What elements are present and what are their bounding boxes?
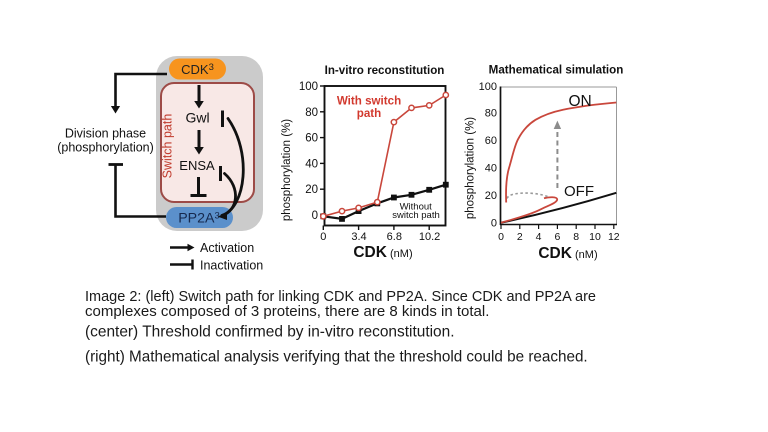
svg-text:path: path xyxy=(357,107,381,120)
svg-text:phosphorylation (%): phosphorylation (%) xyxy=(281,119,293,221)
svg-text:2: 2 xyxy=(517,231,523,243)
svg-text:0: 0 xyxy=(498,231,504,243)
svg-text:CDK (nM): CDK (nM) xyxy=(353,244,412,261)
svg-text:CDK (nM): CDK (nM) xyxy=(538,245,597,262)
svg-text:0: 0 xyxy=(491,218,497,230)
svg-text:Division phase: Division phase xyxy=(65,127,146,141)
svg-text:phosphorylation (%): phosphorylation (%) xyxy=(465,117,477,219)
svg-text:Switch path: Switch path xyxy=(161,114,175,179)
svg-text:3.4: 3.4 xyxy=(351,231,366,243)
svg-text:60: 60 xyxy=(485,135,497,147)
svg-text:100: 100 xyxy=(299,81,318,93)
svg-text:In-vitro reconstitution: In-vitro reconstitution xyxy=(325,64,445,77)
svg-text:complexes composed of 3 protei: complexes composed of 3 proteins, there … xyxy=(85,303,489,320)
svg-text:10: 10 xyxy=(589,231,601,243)
svg-text:CDK3: CDK3 xyxy=(181,62,214,77)
svg-text:With switch: With switch xyxy=(337,95,401,108)
svg-text:10.2: 10.2 xyxy=(419,231,440,243)
svg-text:Inactivation: Inactivation xyxy=(200,259,263,273)
svg-text:6: 6 xyxy=(554,231,560,243)
svg-text:Mathematical simulation: Mathematical simulation xyxy=(489,64,624,77)
svg-text:(phosphorylation): (phosphorylation) xyxy=(57,141,154,155)
svg-text:PP2A3: PP2A3 xyxy=(178,211,220,227)
svg-text:switch path: switch path xyxy=(392,210,440,221)
svg-text:Activation: Activation xyxy=(200,241,254,255)
svg-text:40: 40 xyxy=(305,158,318,170)
svg-text:Without: Without xyxy=(400,202,433,213)
svg-text:4: 4 xyxy=(536,231,542,243)
svg-text:0: 0 xyxy=(312,210,318,222)
svg-text:Image 2: (left) Switch path fo: Image 2: (left) Switch path for linking … xyxy=(85,289,596,305)
svg-text:0: 0 xyxy=(320,231,326,243)
svg-text:100: 100 xyxy=(479,81,497,93)
svg-text:8: 8 xyxy=(573,231,579,243)
svg-text:20: 20 xyxy=(305,184,318,196)
svg-text:ENSA: ENSA xyxy=(179,158,215,173)
svg-text:(right) Mathematical analysis: (right) Mathematical analysis verifying … xyxy=(85,349,588,366)
svg-text:20: 20 xyxy=(485,190,497,202)
svg-text:6.8: 6.8 xyxy=(387,231,402,243)
svg-text:80: 80 xyxy=(305,107,318,119)
svg-text:40: 40 xyxy=(485,162,497,174)
svg-text:60: 60 xyxy=(305,133,318,145)
svg-text:(center) Threshold confirmed b: (center) Threshold confirmed by in-vitro… xyxy=(85,324,455,341)
svg-text:80: 80 xyxy=(485,108,497,120)
svg-text:12: 12 xyxy=(608,231,620,243)
svg-text:ON: ON xyxy=(569,93,592,110)
svg-text:Gwl: Gwl xyxy=(185,110,209,126)
svg-text:OFF: OFF xyxy=(564,183,594,200)
